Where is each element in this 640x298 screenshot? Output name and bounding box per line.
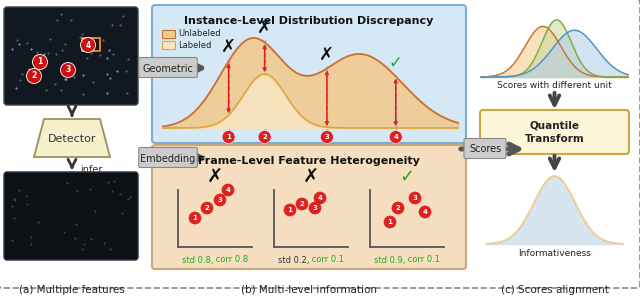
Text: 2: 2 — [300, 201, 305, 207]
Text: Labeled: Labeled — [178, 41, 211, 49]
Text: ✗: ✗ — [257, 19, 272, 37]
Text: 4: 4 — [85, 41, 91, 49]
Text: Geometric: Geometric — [143, 63, 193, 74]
Text: 3: 3 — [413, 195, 417, 201]
Text: infer: infer — [80, 165, 102, 175]
Text: (a) Multiple features: (a) Multiple features — [19, 285, 125, 295]
Text: 1: 1 — [287, 207, 292, 213]
Text: 4: 4 — [225, 187, 230, 193]
Text: std 0.9,: std 0.9, — [374, 255, 406, 265]
Bar — [162, 41, 175, 49]
Bar — [162, 30, 175, 38]
Text: Frame-Level Feature Heterogeneity: Frame-Level Feature Heterogeneity — [198, 156, 420, 166]
Circle shape — [189, 212, 201, 224]
FancyBboxPatch shape — [464, 139, 506, 159]
Circle shape — [61, 63, 76, 77]
Text: 1: 1 — [388, 219, 392, 225]
FancyBboxPatch shape — [139, 148, 197, 167]
Text: 2: 2 — [262, 134, 267, 140]
Text: corr 0.8: corr 0.8 — [212, 255, 248, 265]
FancyBboxPatch shape — [480, 110, 629, 154]
Circle shape — [222, 184, 234, 196]
Text: ✗: ✗ — [207, 167, 223, 187]
Text: 3: 3 — [65, 66, 70, 74]
Text: ✗: ✗ — [303, 167, 319, 187]
Text: (c) Scores alignment: (c) Scores alignment — [500, 285, 609, 295]
Text: Unlabeled: Unlabeled — [178, 30, 221, 38]
Text: corr 0.1: corr 0.1 — [404, 255, 440, 265]
Text: Detector: Detector — [48, 134, 96, 144]
Circle shape — [201, 202, 213, 214]
FancyBboxPatch shape — [152, 5, 466, 143]
Circle shape — [389, 131, 402, 144]
Polygon shape — [34, 119, 110, 157]
Text: ✗: ✗ — [319, 45, 335, 63]
Text: 4: 4 — [393, 134, 398, 140]
Circle shape — [321, 131, 333, 144]
Circle shape — [214, 194, 226, 206]
Text: 2: 2 — [31, 72, 36, 80]
FancyBboxPatch shape — [4, 7, 138, 105]
Text: Informativeness: Informativeness — [518, 249, 591, 258]
Text: 3: 3 — [324, 134, 330, 140]
Circle shape — [314, 192, 326, 204]
Circle shape — [222, 131, 235, 144]
Text: std 0.8,: std 0.8, — [182, 255, 214, 265]
Text: Scores: Scores — [469, 145, 501, 154]
Circle shape — [33, 55, 47, 69]
Text: ✗: ✗ — [221, 38, 236, 56]
Circle shape — [309, 202, 321, 214]
Circle shape — [284, 204, 296, 216]
Text: 1: 1 — [226, 134, 231, 140]
Circle shape — [81, 38, 95, 52]
Text: 1: 1 — [37, 58, 43, 66]
Text: 3: 3 — [312, 205, 317, 211]
Text: std 0.2,: std 0.2, — [278, 255, 310, 265]
Circle shape — [384, 216, 396, 228]
Text: ✓: ✓ — [388, 54, 403, 72]
Circle shape — [296, 198, 308, 210]
FancyBboxPatch shape — [139, 58, 197, 77]
Circle shape — [392, 202, 404, 214]
Bar — [82, 38, 100, 51]
Text: ✓: ✓ — [399, 168, 415, 186]
Text: 3: 3 — [218, 197, 223, 203]
Circle shape — [258, 131, 271, 144]
Text: 1: 1 — [193, 215, 197, 221]
FancyBboxPatch shape — [152, 145, 466, 269]
Text: 4: 4 — [317, 195, 323, 201]
Circle shape — [419, 206, 431, 218]
Text: corr 0.1: corr 0.1 — [308, 255, 344, 265]
Text: 2: 2 — [396, 205, 401, 211]
Text: Instance-Level Distribution Discrepancy: Instance-Level Distribution Discrepancy — [184, 16, 434, 26]
Text: Embedding: Embedding — [140, 153, 196, 164]
FancyBboxPatch shape — [4, 172, 138, 260]
Text: 2: 2 — [205, 205, 209, 211]
Text: (b) Multi-level information: (b) Multi-level information — [241, 285, 377, 295]
Circle shape — [26, 69, 42, 83]
Text: Quantile
Transform: Quantile Transform — [525, 120, 584, 144]
Text: Scores with different unit: Scores with different unit — [497, 80, 612, 89]
Text: 4: 4 — [422, 209, 428, 215]
Circle shape — [409, 192, 421, 204]
